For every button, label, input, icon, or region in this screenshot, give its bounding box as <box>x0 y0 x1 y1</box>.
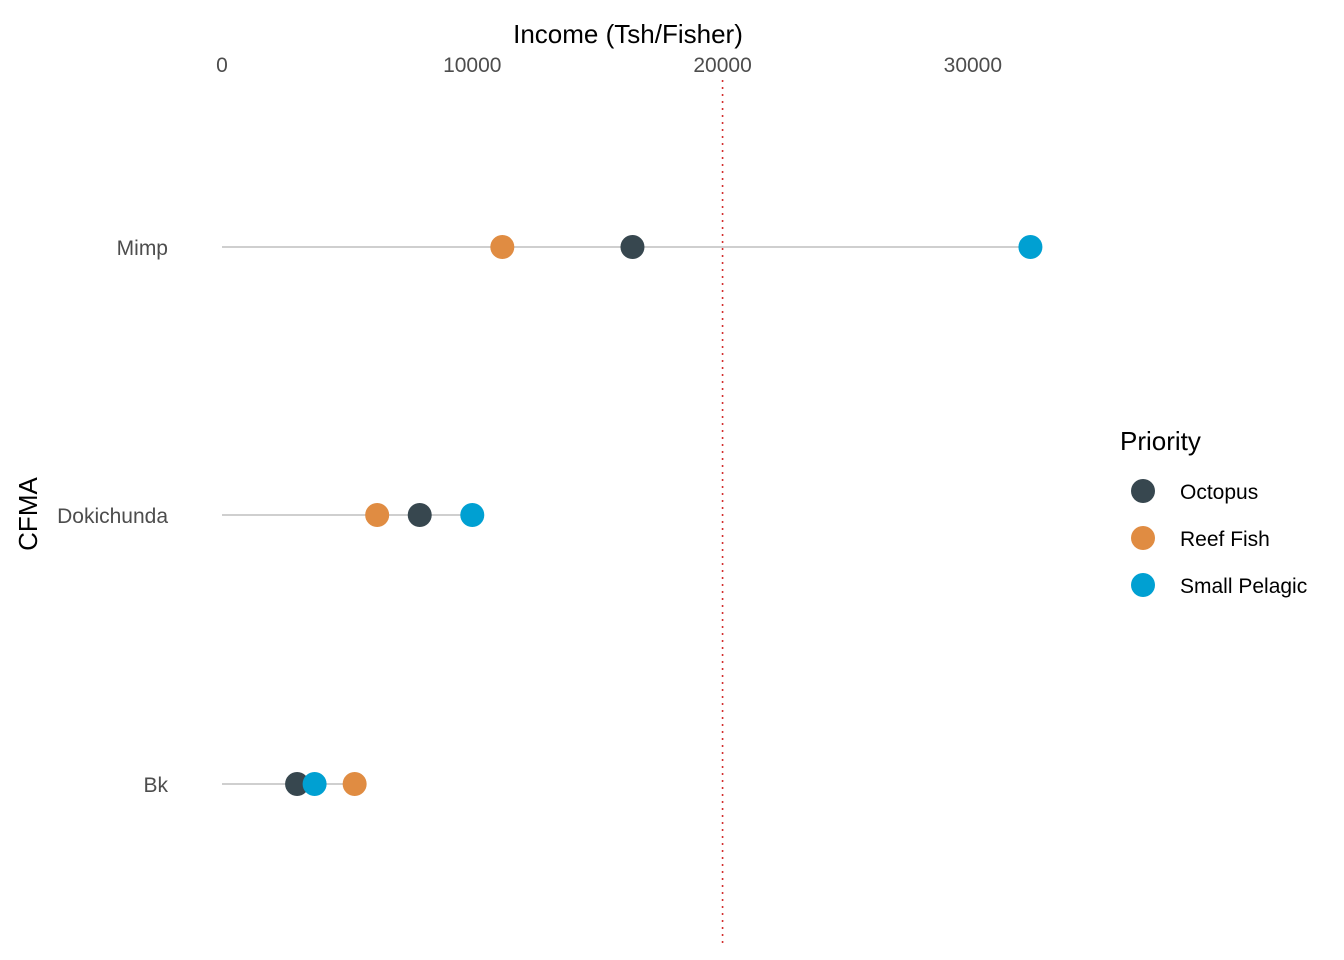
range-segments <box>222 246 1031 785</box>
legend-label: Octopus <box>1180 481 1258 504</box>
x-tick-label: 20000 <box>693 54 751 77</box>
y-axis-title: CFMA <box>13 477 43 551</box>
legend-items: Octopus Reef Fish Small Pelagic <box>1131 479 1307 598</box>
data-point <box>285 772 310 796</box>
data-point <box>342 772 367 796</box>
legend: Priority Octopus Reef Fish Small Pelagic <box>1120 426 1307 598</box>
data-point <box>490 235 515 259</box>
data-point <box>1018 235 1043 259</box>
legend-swatch <box>1131 479 1155 503</box>
data-point <box>407 503 432 527</box>
legend-label: Small Pelagic <box>1180 575 1307 598</box>
x-tick-label: 30000 <box>944 54 1002 77</box>
data-point <box>365 503 390 527</box>
x-tick-label: 10000 <box>443 54 501 77</box>
legend-label: Reef Fish <box>1180 528 1270 551</box>
y-tick-label: Mimp <box>117 237 168 260</box>
data-point <box>302 772 327 796</box>
data-point <box>620 235 645 259</box>
legend-swatch <box>1131 526 1155 550</box>
y-axis-ticks: Mimp Dokichunda Bk <box>57 237 168 797</box>
data-points <box>285 235 1043 796</box>
data-point <box>460 503 485 527</box>
legend-swatch <box>1131 573 1155 597</box>
legend-title: Priority <box>1120 426 1201 456</box>
x-axis-title: Income (Tsh/Fisher) <box>513 19 743 49</box>
x-axis-ticks: 0 10000 20000 30000 <box>216 54 1002 77</box>
y-tick-label: Bk <box>143 774 168 797</box>
y-tick-label: Dokichunda <box>57 505 168 528</box>
x-tick-label: 0 <box>216 54 228 77</box>
